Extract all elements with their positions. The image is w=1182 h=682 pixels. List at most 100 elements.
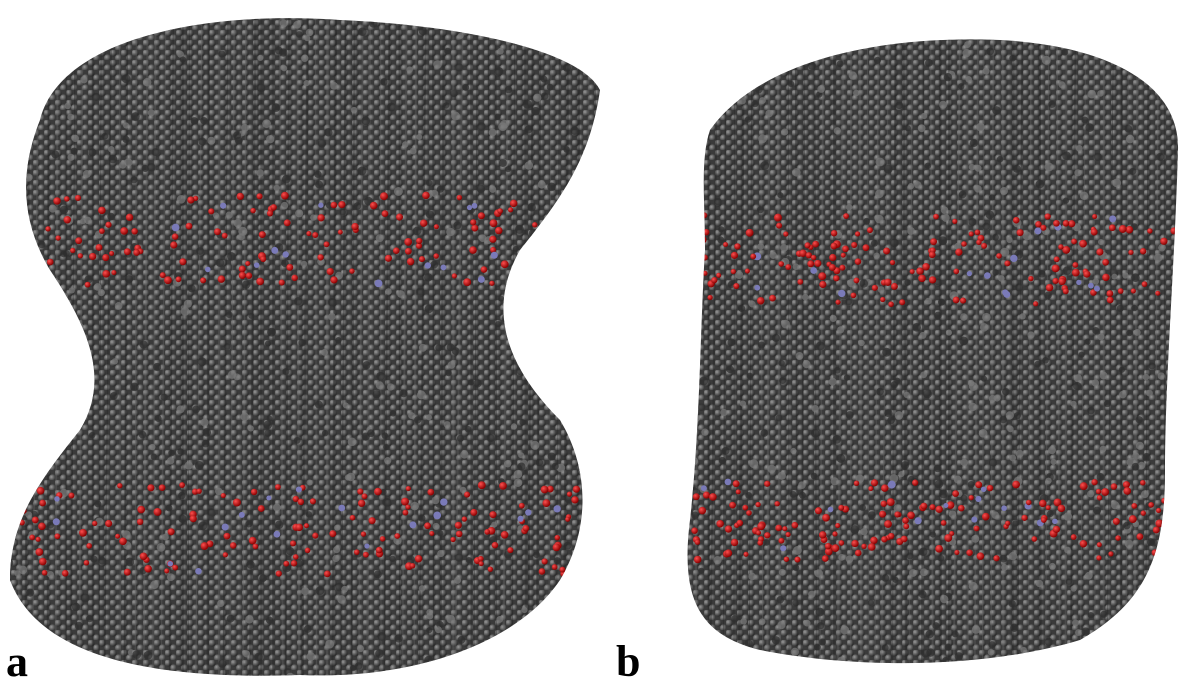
atom-shade [130,382,139,392]
atom-shade [383,444,390,451]
atom-shade [130,112,140,122]
atom-shade [1156,507,1162,514]
atom-shade [606,135,613,142]
atom-shade [1012,164,1021,173]
atom-shade [783,556,790,562]
atom-shade [1153,253,1163,263]
atom-shade [867,511,876,520]
atom-shade [55,235,61,241]
atom-shade [198,521,208,531]
atom-shade [778,30,785,37]
atom-shade [827,39,836,44]
atom-shade [245,615,254,624]
atom-shade [478,561,484,567]
atom-shade [540,75,548,83]
atom-shade [912,479,919,486]
atom-shade [778,568,786,576]
atom-shade [824,542,832,550]
atom-shade [988,641,996,649]
atom-shade [1160,237,1168,245]
atom-shade [522,99,532,109]
atom-shade [1039,499,1047,508]
atom-shade [368,517,376,525]
atom-shade [971,516,978,523]
atom-shade [594,234,600,241]
atom-shade [321,349,329,356]
atom-shade [20,507,27,514]
atom-shade [424,655,433,665]
atom-shade [374,279,383,288]
atom-shade [773,213,782,222]
atom-shade [821,555,829,562]
atom-shade [1092,326,1100,334]
atom-shade [201,439,210,448]
atom-shade [297,498,305,506]
atom-shade [598,58,600,65]
atom-shade [260,256,267,263]
atom-shade [987,648,995,656]
atom-shade [854,258,862,265]
atom-shade [1135,441,1144,450]
atom-shade [775,414,783,422]
atom-shade [880,500,887,507]
atom-shade [272,503,281,512]
atom-shade [59,205,69,215]
atom-shade [925,297,932,305]
atom-shade [446,343,455,352]
atom-shade [393,536,402,545]
atom-shade [471,224,479,232]
atom-shade [220,492,226,499]
atom-shade [851,539,859,548]
atom-shade [992,269,999,276]
atom-shade [985,210,995,219]
atom-shade [862,244,870,252]
atom-shade [691,414,701,423]
atom-shade [929,666,938,675]
atom-shade [725,97,734,106]
atom-shade [76,322,84,331]
atom-shade [144,565,152,573]
atom-shade [702,623,711,632]
atom-shade [212,212,220,219]
atom-shade [178,514,187,523]
atom-shade [792,564,800,571]
atom-shade [437,549,445,558]
atom-shade [183,299,192,308]
atom-shade [776,595,785,604]
atom-shade [701,428,709,436]
atom-shade [1176,553,1179,559]
atom-shade [760,429,769,437]
atom-shade [1025,499,1032,506]
atom-shade [792,599,799,606]
atom-shade [571,3,580,12]
atom-shade [577,569,585,577]
atom-shade [731,615,739,623]
atom-shade [1064,546,1071,554]
atom-shade [330,201,338,209]
atom-shade [136,518,144,526]
atom-shade [743,551,749,557]
atom-shade [918,274,926,283]
atom-shade [679,263,686,270]
atom-shade [445,369,452,377]
atom-shade [1007,425,1014,433]
atom-shade [111,358,119,365]
atom-shade [178,491,186,500]
atom-shade [1119,390,1127,399]
atom-shade [748,300,756,308]
atom-shade [688,265,696,273]
atom-shade [824,39,831,46]
atom-shade [742,504,749,511]
atom-shade [870,536,878,545]
atom-shade [891,39,897,664]
atom-shade [783,39,791,46]
atom-shade [281,259,289,268]
atom-shade [693,260,701,268]
atom-shade [687,219,689,227]
atom-shade [26,588,35,597]
atom-shade [1022,655,1029,662]
atom-shade [781,128,789,136]
atom-shade [402,141,409,148]
atom-shade [1175,328,1179,336]
